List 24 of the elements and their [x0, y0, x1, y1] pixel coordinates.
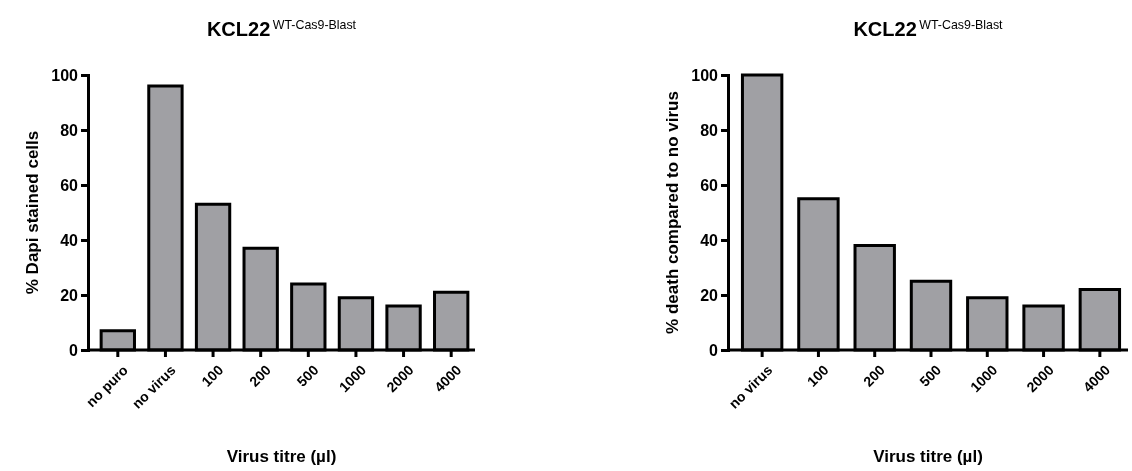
y-tick-label: 0 [709, 341, 719, 359]
x-tick-label: 100 [803, 361, 832, 390]
x-tick-label: 100 [198, 361, 227, 390]
x-tick-label: 200 [246, 361, 275, 390]
y-axis-title: % death compared to no virus [663, 91, 682, 334]
x-axis-title: Virus titre (µl) [873, 447, 983, 466]
y-tick-label: 80 [700, 121, 719, 139]
y-tick-label: 20 [60, 286, 79, 304]
y-tick-label: 40 [700, 231, 719, 249]
y-tick-label: 40 [60, 231, 79, 249]
y-tick-label: 80 [60, 121, 79, 139]
chart-title: KCL22$^{WT-Cas9-Blast}$ [206, 17, 357, 40]
x-tick-label: 500 [916, 361, 945, 390]
y-tick-label: 60 [700, 176, 719, 194]
y-tick-label: 100 [51, 66, 79, 84]
y-tick-label: 0 [69, 341, 79, 359]
y-tick-label: 60 [60, 176, 79, 194]
x-tick-label: 500 [293, 361, 322, 390]
y-tick-label: 100 [691, 66, 719, 84]
y-axis-title: % Dapi stained cells [23, 130, 42, 295]
chart-title: KCL22$^{WT-Cas9-Blast}$ [853, 17, 1004, 40]
x-axis-title: Virus titre (µl) [226, 447, 337, 466]
y-tick-label: 20 [700, 286, 719, 304]
x-tick-label: 200 [860, 361, 889, 390]
